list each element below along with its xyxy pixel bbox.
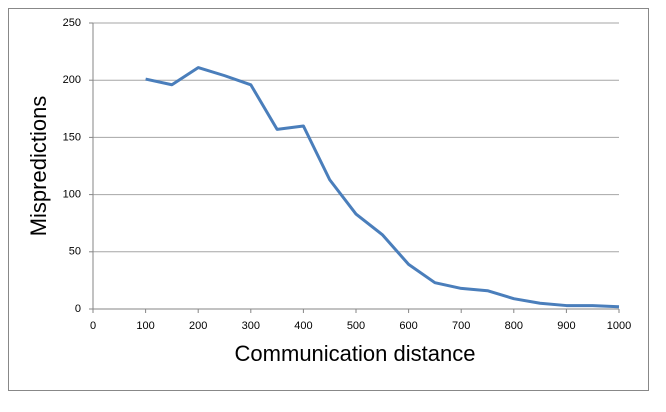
x-axis-title: Communication distance [235, 341, 476, 366]
x-tick-label: 300 [242, 320, 260, 332]
y-tick-label: 150 [63, 131, 81, 143]
x-tick-label: 200 [189, 320, 207, 332]
x-tick-label: 700 [452, 320, 470, 332]
y-tick-label: 200 [63, 74, 81, 86]
y-tick-label: 100 [63, 189, 81, 201]
x-tick-label: 800 [505, 320, 523, 332]
x-tick-label: 600 [399, 320, 417, 332]
y-tick-label: 250 [63, 17, 81, 29]
x-tick-label: 900 [557, 320, 575, 332]
chart-border [8, 8, 649, 391]
x-tick-label: 1000 [607, 320, 631, 332]
x-tick-label: 500 [347, 320, 365, 332]
x-tick-label: 400 [294, 320, 312, 332]
y-tick-label: 0 [75, 303, 81, 315]
y-axis-title: Mispredictions [26, 96, 51, 237]
line-series [145, 66, 620, 309]
x-tick-label: 100 [136, 320, 154, 332]
x-tick-label: 0 [90, 320, 96, 332]
y-tick-label: 50 [69, 246, 81, 258]
